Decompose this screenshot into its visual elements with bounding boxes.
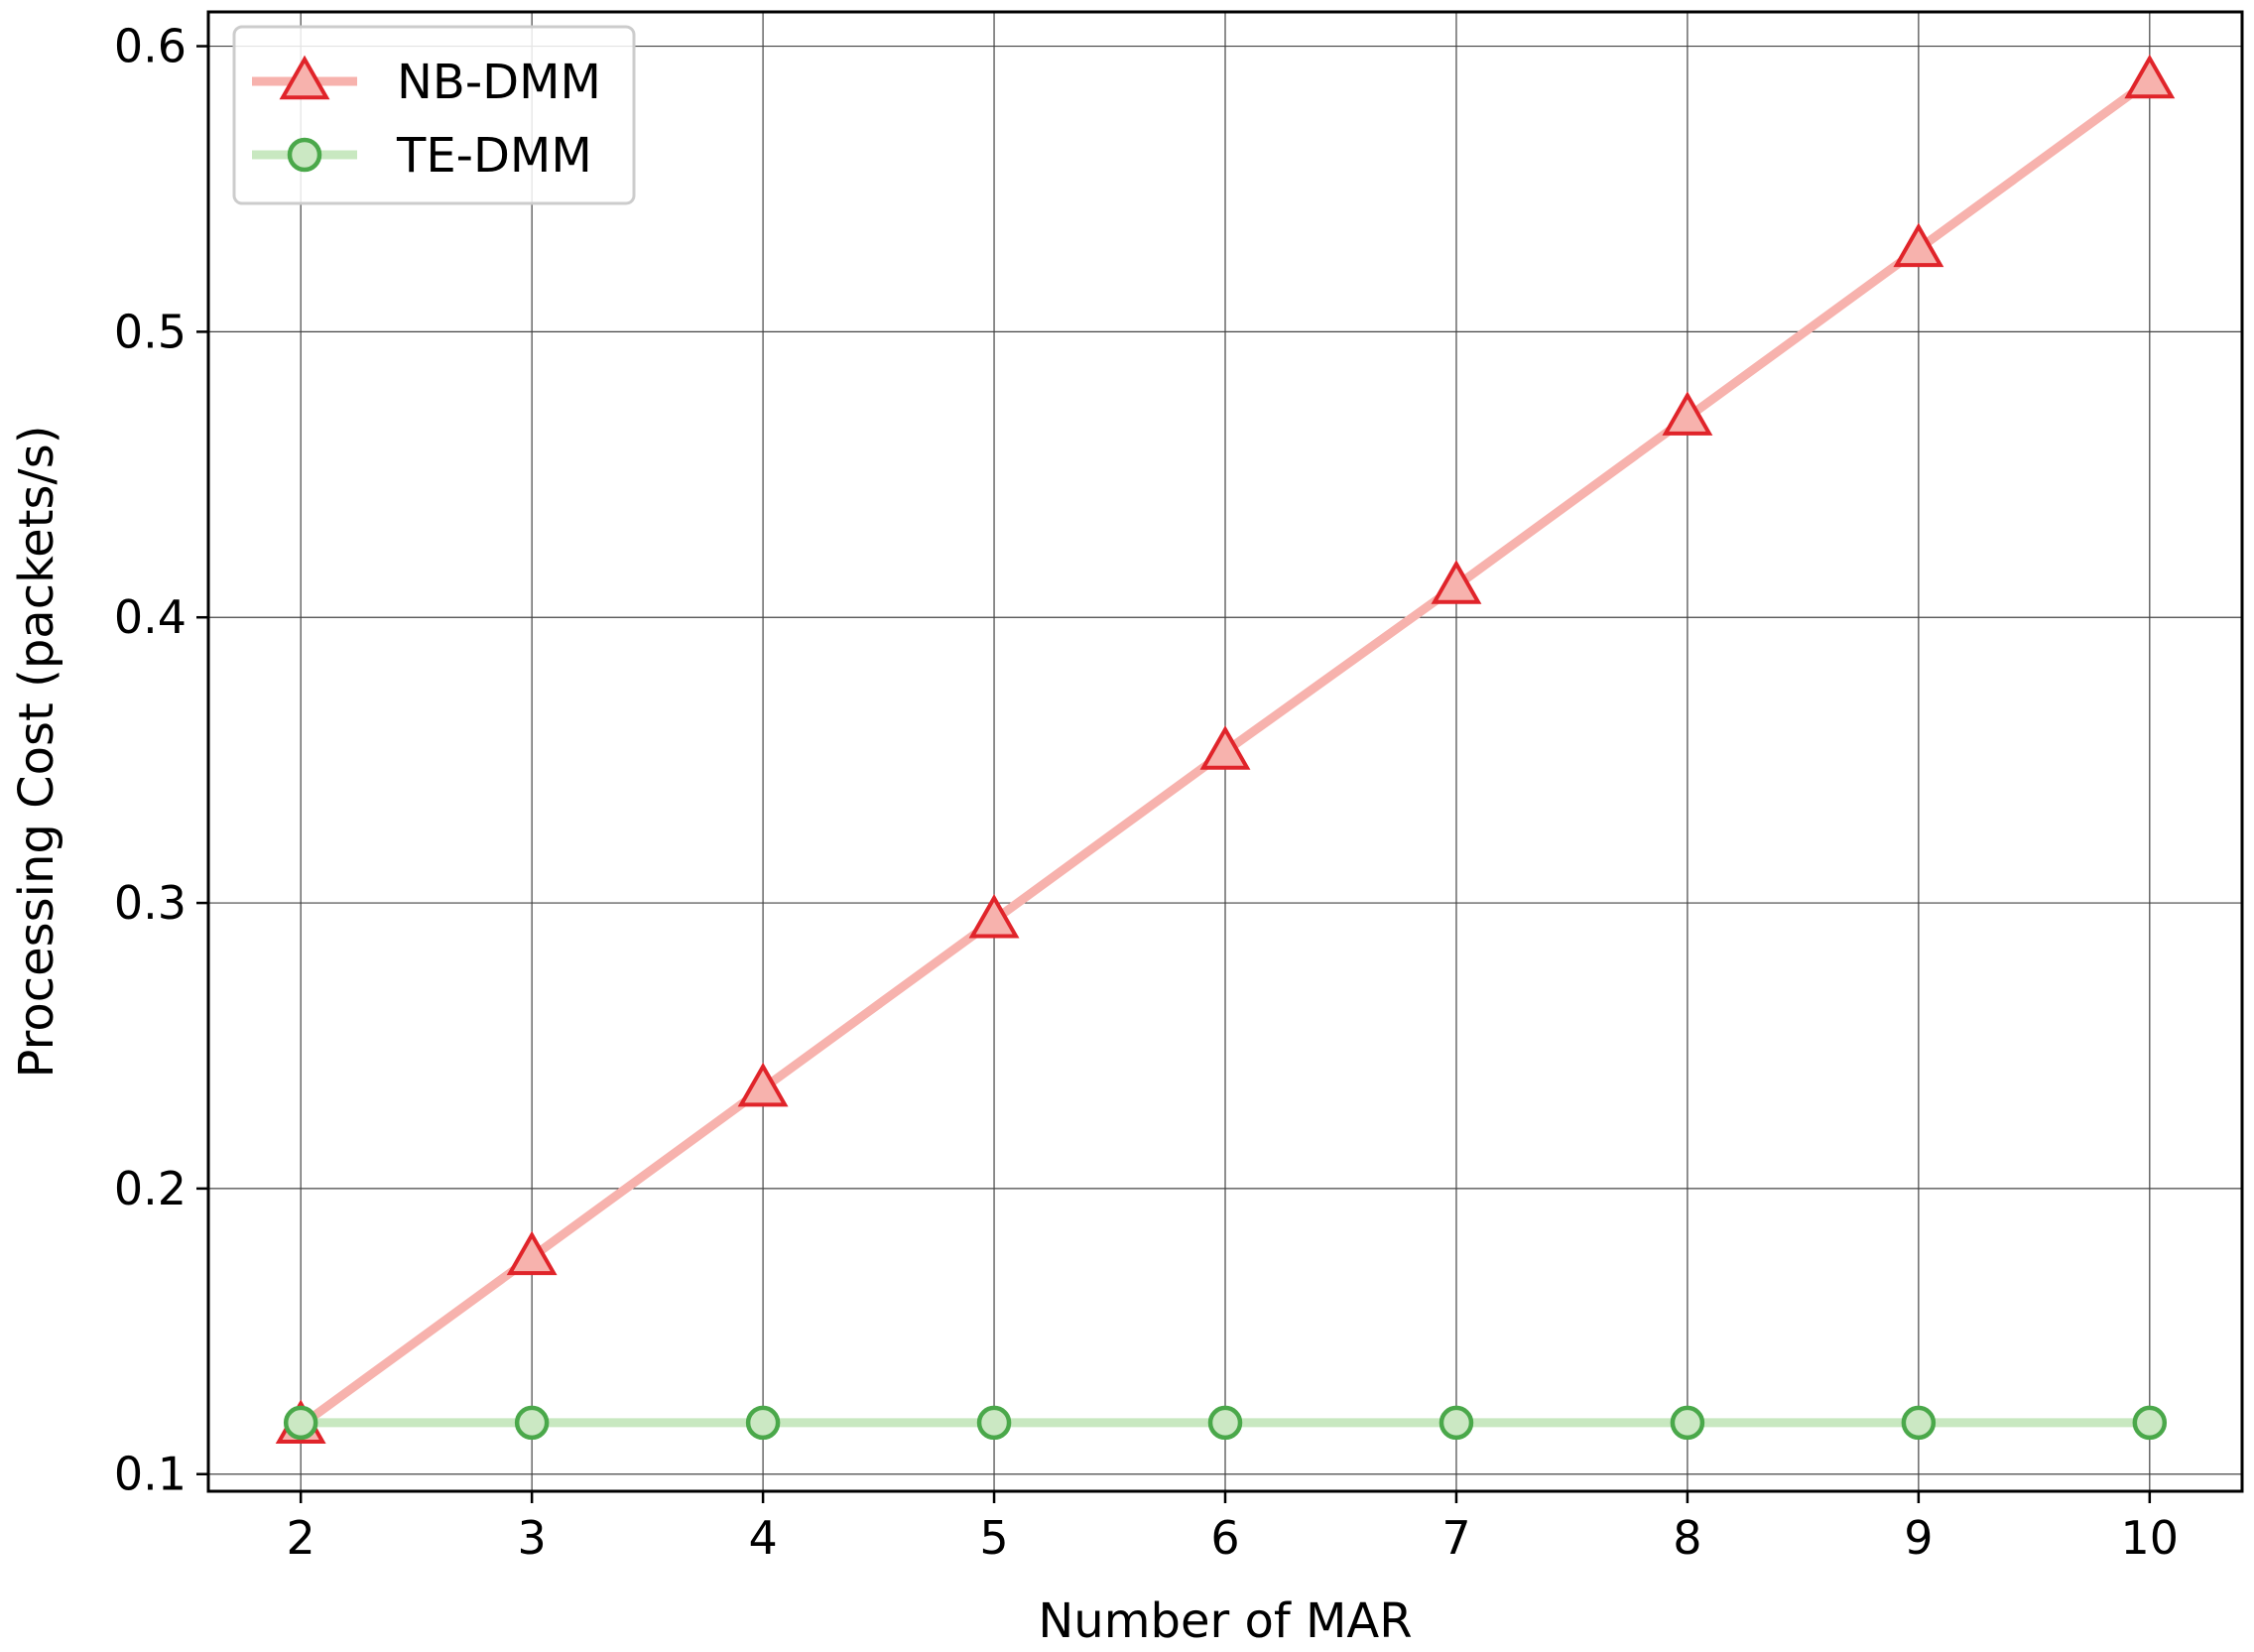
legend-marker: [279, 55, 330, 100]
data-point: [1901, 1405, 1937, 1441]
data-point: [283, 1405, 318, 1441]
series-layer: [275, 54, 2176, 1444]
data-point: [1662, 391, 1713, 436]
data-point: [1893, 222, 1944, 268]
y-tick-label: 0.6: [114, 20, 187, 73]
x-tick-label: 10: [2121, 1511, 2180, 1565]
legend-label: NB-DMM: [397, 55, 601, 110]
data-point: [1670, 1405, 1705, 1441]
x-tick-label: 3: [517, 1511, 546, 1565]
data-point: [745, 1405, 781, 1441]
data-point: [968, 893, 1020, 939]
series-nb-dmm: [275, 54, 2176, 1444]
data-point: [2132, 1405, 2168, 1441]
data-point: [514, 1405, 550, 1441]
x-tick-label: 2: [287, 1511, 315, 1565]
legend: NB-DMM TE-DMM: [232, 25, 636, 205]
legend-item-te-dmm: TE-DMM: [252, 128, 592, 184]
data-point: [737, 1062, 789, 1107]
axes-ticks: 2 3 4 5 6 7 8 9 10 0.1 0.2 0.3 0.4 0.5 0.6: [114, 20, 2179, 1565]
data-point: [976, 1405, 1012, 1441]
x-tick-label: 8: [1673, 1511, 1701, 1565]
y-axis-label: Processing Cost (packets/s): [9, 426, 64, 1079]
legend-marker: [287, 137, 322, 173]
series-te-dmm: [283, 1405, 2168, 1441]
x-tick-label: 4: [748, 1511, 777, 1565]
data-point: [506, 1230, 558, 1276]
y-tick-label: 0.4: [114, 590, 187, 644]
legend-item-nb-dmm: NB-DMM: [252, 55, 601, 110]
x-tick-label: 6: [1210, 1511, 1239, 1565]
data-point: [1207, 1405, 1243, 1441]
y-tick-label: 0.3: [114, 876, 187, 930]
y-tick-label: 0.1: [114, 1448, 187, 1501]
data-point: [1199, 725, 1251, 770]
x-axis-label: Number of MAR: [1038, 1593, 1412, 1649]
data-point: [1431, 560, 1482, 604]
x-tick-label: 9: [1904, 1511, 1933, 1565]
y-tick-label: 0.2: [114, 1162, 187, 1215]
data-point: [1439, 1405, 1474, 1441]
x-tick-label: 7: [1441, 1511, 1470, 1565]
y-tick-label: 0.5: [114, 305, 187, 358]
legend-label: TE-DMM: [396, 128, 592, 184]
x-tick-label: 5: [979, 1511, 1008, 1565]
data-point: [2124, 54, 2176, 99]
